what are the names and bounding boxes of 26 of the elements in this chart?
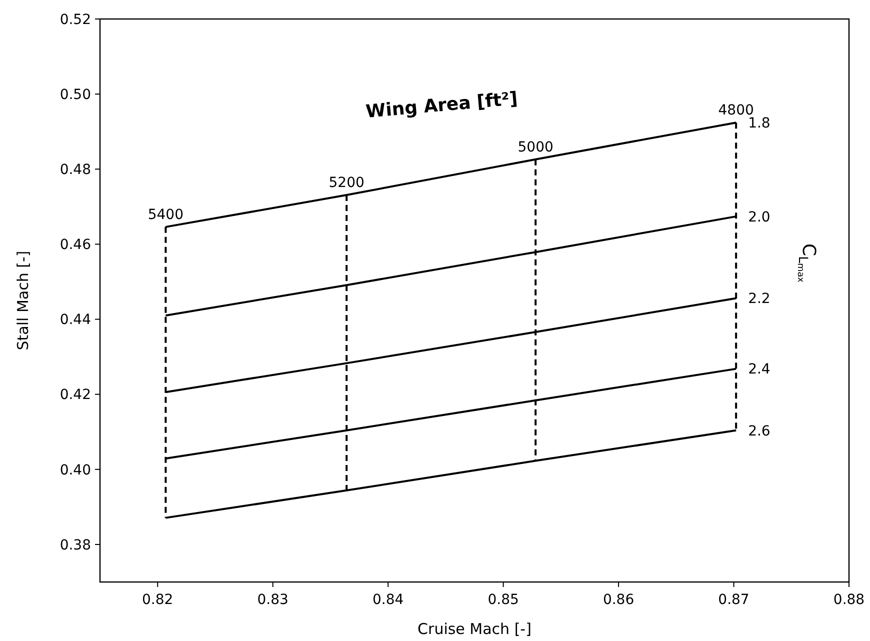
series-label: 2.4	[748, 362, 770, 378]
x-tick-label: 0.86	[602, 592, 634, 608]
annotation: Wing Area [ft²]	[365, 88, 518, 123]
series-label: 2.2	[748, 291, 770, 308]
x-axis-title: Cruise Mach [-]	[418, 620, 532, 638]
y-tick-label: 0.52	[60, 12, 91, 28]
x-tick-label: 0.88	[833, 592, 865, 608]
y-tick-label: 0.42	[60, 387, 91, 404]
y-tick-label: 0.48	[60, 162, 91, 178]
x-tick-label: 0.82	[142, 592, 174, 608]
x-tick-label: 0.85	[488, 592, 519, 608]
y-axis-title: Stall Mach [-]	[14, 250, 32, 350]
x-tick-label: 0.87	[718, 592, 750, 608]
y-tick-label: 0.46	[60, 237, 92, 254]
y-tick-label: 0.40	[60, 462, 91, 478]
x-tick-label: 0.83	[257, 592, 288, 608]
y-tick-label: 0.38	[60, 537, 91, 554]
y-tick-label: 0.50	[60, 86, 91, 103]
series-label: 2.0	[748, 209, 770, 226]
series-label: 2.6	[748, 423, 770, 440]
series-label: 5200	[328, 175, 364, 192]
series-label: 5000	[518, 139, 554, 156]
x-tick-label: 0.84	[372, 592, 404, 608]
series-label: 1.8	[748, 115, 770, 132]
series-label: 5400	[148, 206, 184, 223]
y-tick-label: 0.44	[60, 312, 92, 328]
